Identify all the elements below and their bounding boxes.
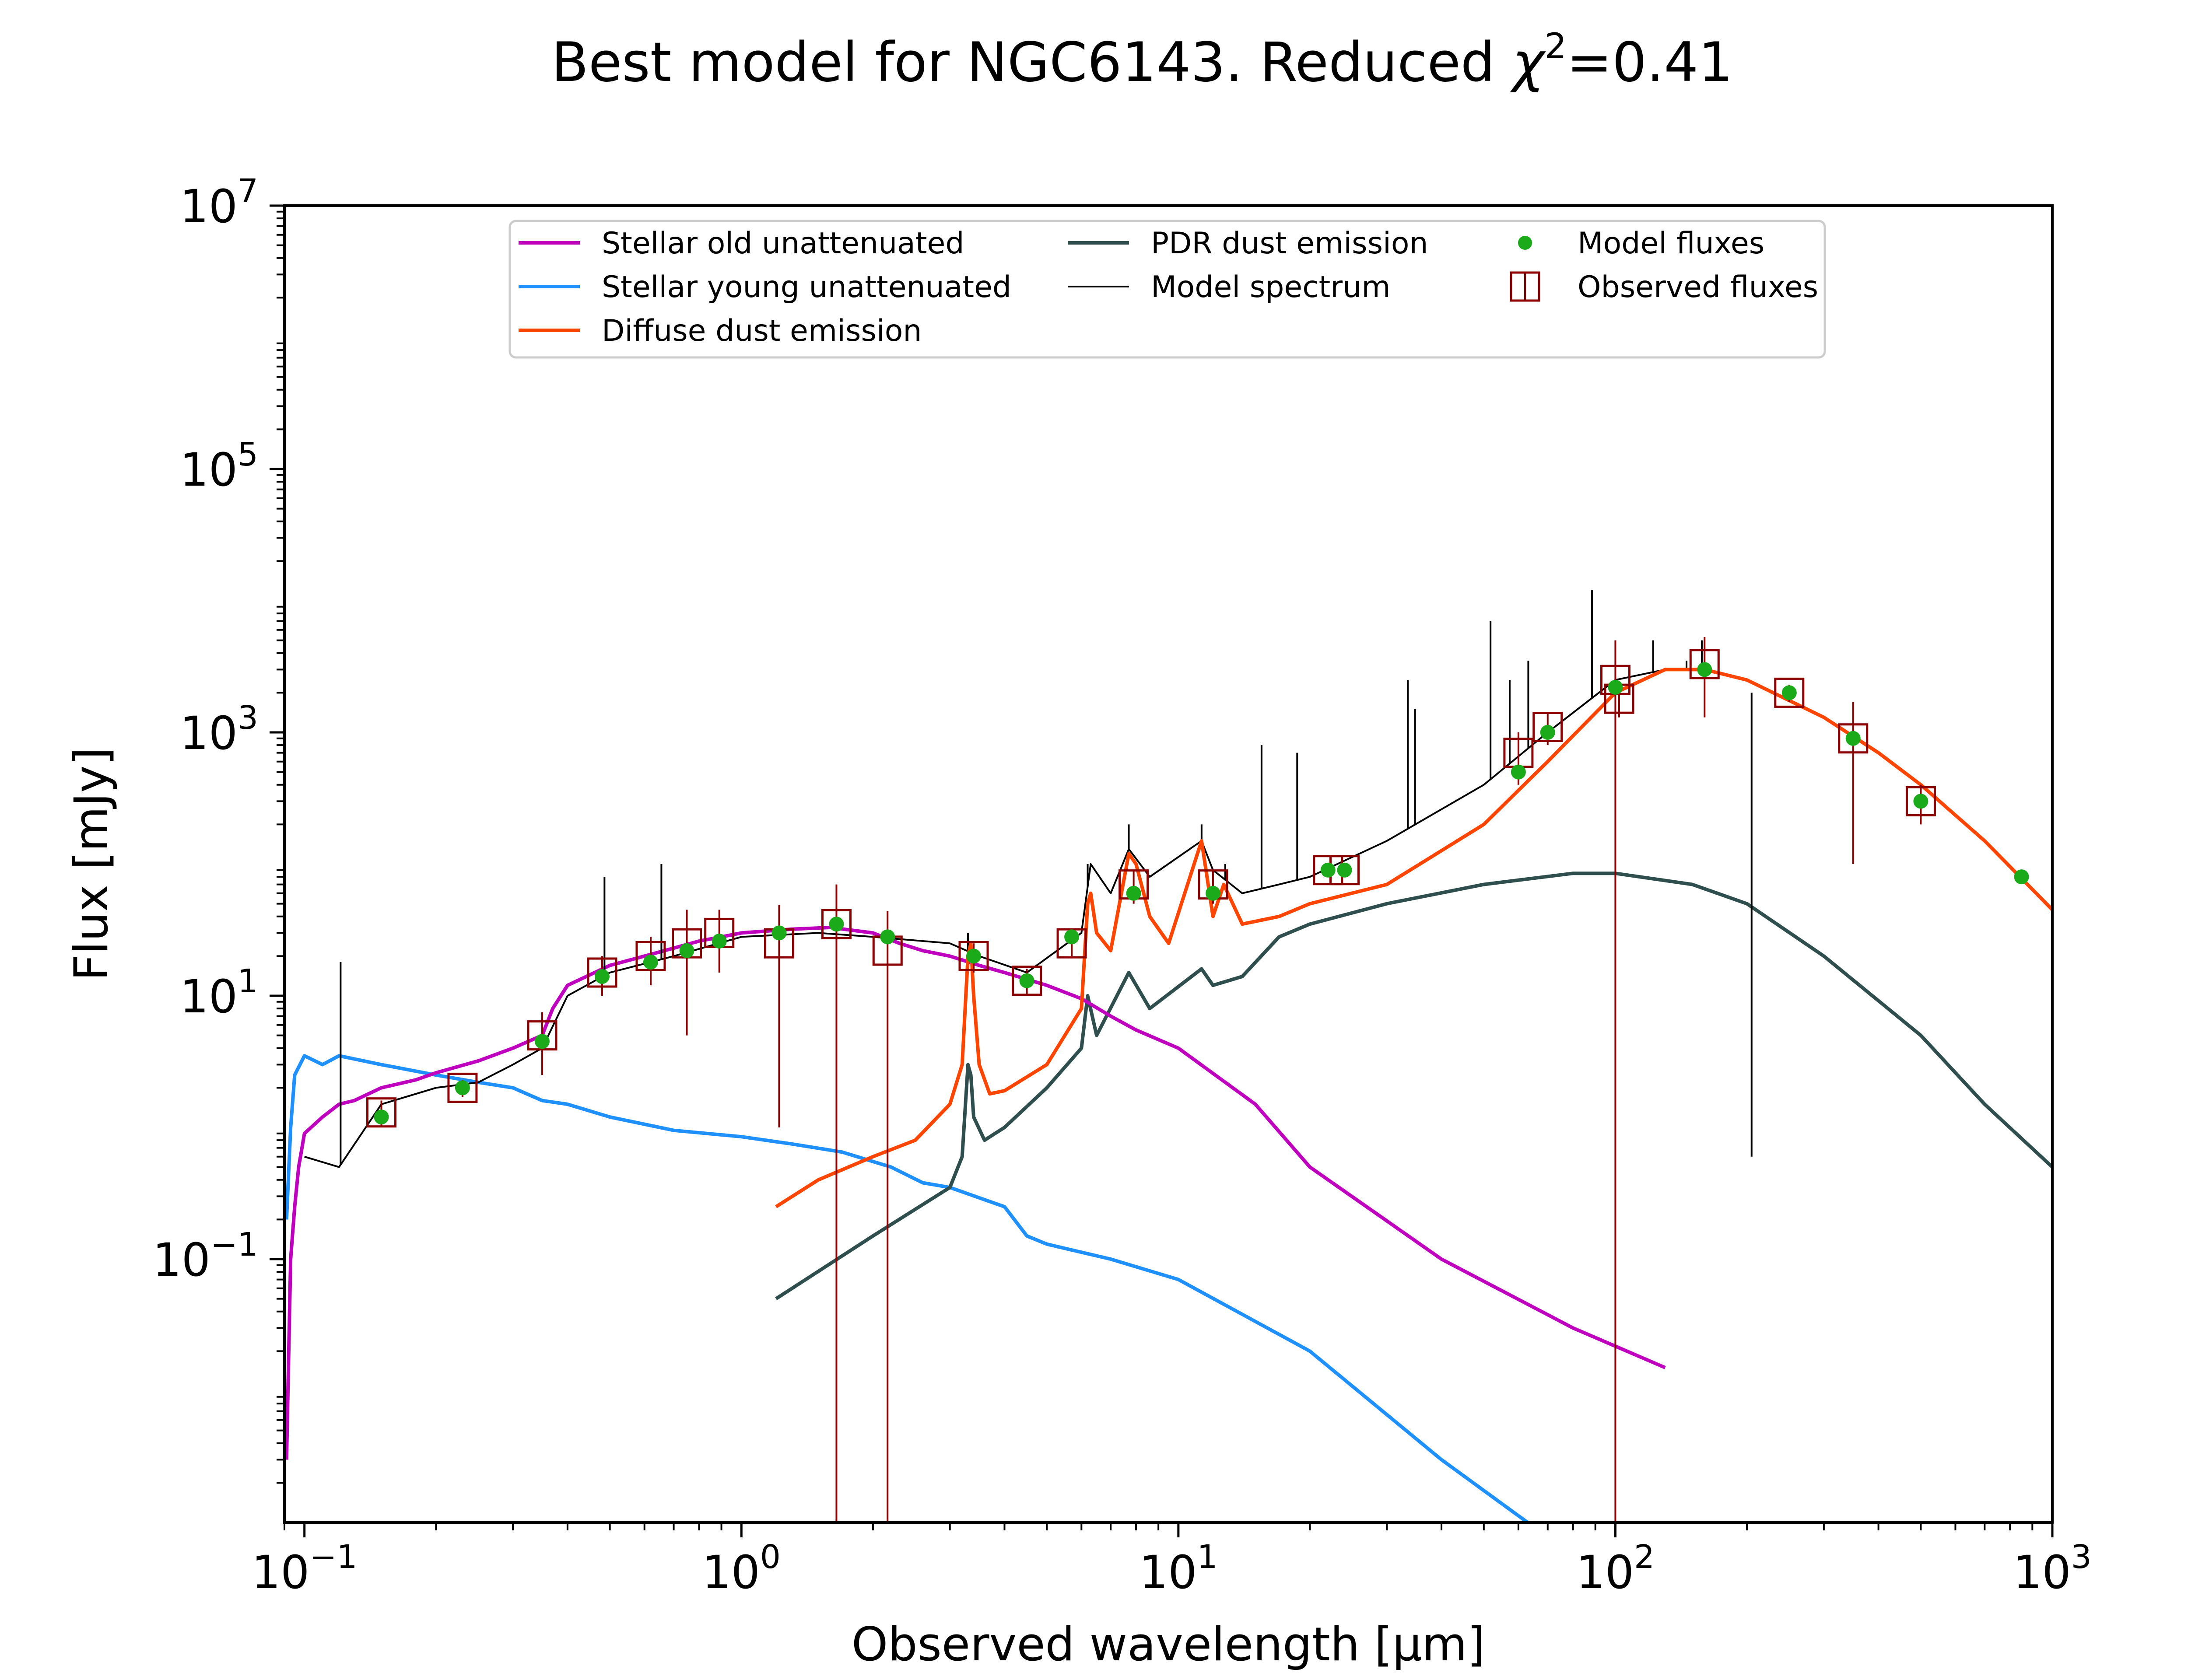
x-tick-label: 103 [2013, 1538, 2091, 1599]
model-flux-point [1337, 862, 1352, 878]
legend-entry-pdr-dust-emission: PDR dust emission [1068, 226, 1428, 261]
chart-title: Best model for NGC6143. Reduced χ2=0.41 [551, 26, 1733, 94]
observed-flux-marker [1012, 966, 1042, 996]
legend-label: Diffuse dust emission [602, 314, 922, 348]
legend-entry-stellar-young-unattenuated: Stellar young unattenuated [519, 270, 1011, 304]
model-flux-point [2014, 869, 2029, 885]
observed-flux-marker [1532, 712, 1563, 742]
model-flux-point [1064, 929, 1080, 945]
series-line [775, 872, 2052, 1300]
model-flux-point [643, 955, 658, 970]
legend-entry-observed-fluxes: Observed fluxes [1510, 270, 1818, 304]
series-diffuse-dust-emission [775, 668, 2052, 1208]
legend-entry-stellar-old-unattenuated: Stellar old unattenuated [519, 226, 964, 261]
legend-label: Model fluxes [1578, 226, 1764, 261]
observed-flux-marker [1774, 677, 1805, 708]
x-tick-label: 100 [702, 1538, 781, 1599]
model-flux-point [1913, 794, 1929, 809]
observed-flux-marker [366, 1097, 397, 1128]
series-model-fluxes [374, 662, 2029, 1125]
observed-flux-marker [958, 941, 989, 971]
observed-flux-marker [821, 909, 852, 939]
model-flux-point [374, 1110, 389, 1125]
legend-label: Stellar young unattenuated [602, 270, 1011, 304]
y-tick-label: 103 [180, 699, 258, 760]
model-flux-point [594, 969, 610, 984]
axes: 10−1 100 101 102 103 10−1 101 103 105 107 [153, 172, 2092, 1599]
x-tick-label: 10−1 [252, 1538, 357, 1599]
model-flux-point [534, 1034, 550, 1049]
y-tick-label: 101 [180, 962, 258, 1023]
model-flux-point [1126, 886, 1141, 901]
observed-flux-marker [1689, 649, 1720, 679]
series-stellar-young-unattenuated [284, 1054, 1529, 1522]
series-line [284, 925, 1666, 1460]
model-flux-point [712, 934, 727, 949]
model-flux-point [1540, 725, 1555, 740]
legend-swatch [1518, 236, 1532, 250]
model-flux-point [829, 917, 844, 932]
observed-flux-marker [1838, 723, 1869, 754]
legend-label: Model spectrum [1151, 270, 1391, 304]
plot-area [284, 590, 2052, 1522]
series-line [775, 668, 2052, 1208]
y-tick-label: 107 [180, 172, 258, 233]
model-flux-point [1608, 679, 1623, 695]
plot-frame [283, 204, 2054, 1524]
legend-entry-diffuse-dust-emission: Diffuse dust emission [519, 314, 922, 348]
x-tick-label: 101 [1139, 1538, 1217, 1599]
observed-flux-marker [527, 1020, 558, 1051]
legend-label: Observed fluxes [1578, 270, 1818, 304]
model-flux-point [455, 1080, 470, 1096]
series-model-spectrum [304, 590, 1753, 1168]
series-observed-fluxes [366, 637, 1936, 1522]
model-flux-point [1781, 685, 1797, 700]
observed-flux-marker [635, 941, 666, 971]
model-flux-point [679, 943, 694, 958]
y-tick-label: 105 [180, 436, 258, 497]
series-line [284, 1054, 1529, 1522]
observed-flux-marker [1905, 786, 1936, 816]
model-flux-point [1511, 764, 1526, 780]
model-flux-point [966, 948, 981, 964]
x-tick-label: 102 [1576, 1538, 1655, 1599]
model-flux-point [1019, 973, 1034, 988]
model-flux-point [771, 925, 787, 941]
legend: Stellar old unattenuated Stellar young un… [508, 220, 1826, 359]
model-flux-point [1845, 731, 1861, 746]
model-flux-point [1697, 662, 1712, 677]
series-stellar-old-unattenuated [284, 925, 1666, 1460]
series-line [304, 668, 1705, 1168]
observed-flux-marker [1056, 928, 1087, 959]
legend-label: Stellar old unattenuated [602, 226, 964, 261]
legend-label: PDR dust emission [1151, 226, 1428, 261]
model-flux-point [1205, 886, 1220, 901]
series-pdr-dust-emission [775, 872, 2052, 1300]
y-axis-label: Flux [mJy] [64, 747, 118, 981]
legend-entry-model-spectrum: Model spectrum [1068, 270, 1391, 304]
observed-flux-marker [587, 957, 617, 988]
model-flux-point [880, 929, 895, 945]
model-flux-point [1320, 862, 1336, 878]
observed-flux-marker [447, 1072, 478, 1103]
legend-entry-model-fluxes: Model fluxes [1518, 226, 1764, 261]
legend-frame [508, 220, 1826, 359]
y-tick-label: 10−1 [153, 1226, 258, 1287]
x-axis-label: Observed wavelength [μm] [852, 1617, 1485, 1671]
